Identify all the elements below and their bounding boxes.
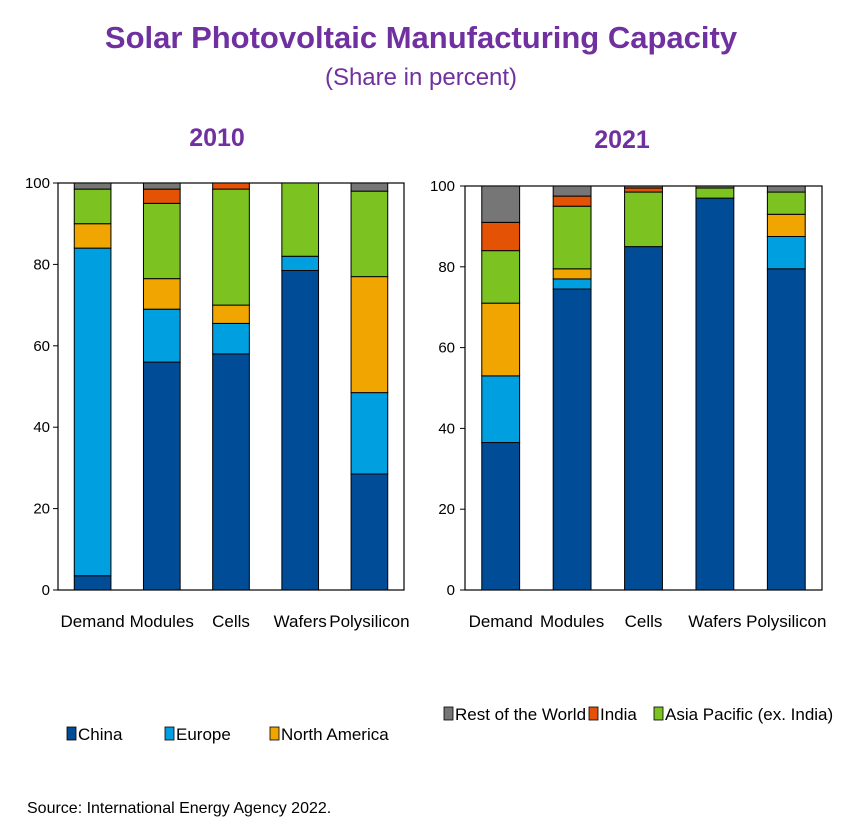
y-tick-label: 20: [438, 501, 455, 518]
legend-item: Europe: [164, 725, 231, 744]
y-tick-label: 20: [33, 501, 50, 518]
x-tick-label: Cells: [625, 612, 663, 631]
legend-item: Rest of the World: [443, 705, 586, 724]
bar-segment: [142, 182, 181, 190]
legend-label: Asia Pacific (ex. India): [665, 705, 833, 724]
bar-segment: [350, 190, 389, 278]
bar-segment: [695, 197, 735, 591]
chart-title: 2021: [594, 126, 650, 154]
y-tick-label: 60: [33, 338, 50, 355]
legend-label: Rest of the World: [455, 705, 586, 724]
legend-swatch: [588, 706, 599, 721]
bar-segment: [481, 250, 521, 304]
bar-segment: [552, 278, 592, 290]
bar-segment: [142, 361, 181, 591]
bar-segment: [695, 185, 735, 189]
legend-label: China: [78, 725, 123, 744]
bar-segment: [281, 182, 320, 257]
bar-segment: [350, 473, 389, 591]
bar-segment: [142, 278, 181, 310]
bar-segment: [481, 375, 521, 444]
bar-segment: [73, 223, 112, 249]
legend-swatch: [66, 726, 77, 741]
bar-segment: [142, 188, 181, 204]
y-tick-label: 80: [33, 256, 50, 273]
y-tick-label: 80: [438, 259, 455, 276]
bar-segment: [212, 188, 250, 306]
legend-swatch: [443, 706, 454, 721]
legend-label: Europe: [176, 725, 231, 744]
bar-segment: [481, 221, 521, 252]
bar-segment: [552, 185, 592, 197]
bar-segment: [73, 575, 112, 591]
legend-label: India: [600, 705, 637, 724]
bar-segment: [552, 288, 592, 591]
legend-item: Asia Pacific (ex. India): [653, 705, 833, 724]
legend-label: North America: [281, 725, 389, 744]
bar-segment: [350, 276, 389, 394]
x-tick-label: Wafers: [274, 612, 327, 631]
y-tick-label: 100: [430, 178, 455, 195]
bar-segment: [212, 304, 250, 324]
bar-segment: [212, 353, 250, 591]
x-tick-label: Demand: [60, 612, 124, 631]
bar-segment: [624, 246, 663, 591]
bar-segment: [624, 185, 663, 189]
bar-segment: [481, 302, 521, 377]
chart-panel-2010: 2010 0 20 40 60 80 100 Demand Modules Cells Wafers…: [25, 124, 410, 631]
y-tick-label: 0: [42, 582, 50, 599]
y-tick-label: 100: [25, 175, 50, 192]
y-tick-label: 0: [447, 582, 455, 599]
chart-panel-2021: 2021 0 20 40 60 80 100 Demand Modules Cells Wafers…: [430, 126, 826, 631]
x-tick-label: Cells: [212, 612, 250, 631]
legend-swatch: [653, 706, 664, 721]
chart-title: 2010: [189, 124, 245, 152]
bar-segment: [552, 195, 592, 207]
x-tick-label: Polysilicon: [746, 612, 826, 631]
bar-segment: [73, 247, 112, 577]
bar-segment: [695, 187, 735, 199]
page-title: Solar Photovoltaic Manufacturing Capacit…: [104, 20, 738, 55]
bar-segment: [212, 322, 250, 355]
bar-segment: [766, 236, 806, 270]
bar-segment: [281, 255, 320, 272]
bar-segment: [552, 268, 592, 280]
legend-item: China: [66, 725, 123, 744]
bar-segment: [142, 308, 181, 363]
x-tick-label: Polysilicon: [329, 612, 409, 631]
bar-segment: [281, 270, 320, 591]
legend-item: India: [588, 705, 637, 724]
bar-segment: [624, 191, 663, 248]
bar-segment: [624, 187, 663, 193]
bar-segment: [766, 213, 806, 237]
bar-segment: [73, 182, 112, 190]
legend-item: North America: [269, 725, 389, 744]
legend-swatch: [269, 726, 280, 741]
y-tick-label: 40: [438, 420, 455, 437]
y-tick-label: 60: [438, 340, 455, 357]
x-tick-label: Demand: [469, 612, 533, 631]
bar-segment: [766, 191, 806, 215]
legend-swatch: [164, 726, 175, 741]
x-tick-label: Modules: [540, 612, 604, 631]
bar-segment: [350, 182, 389, 192]
x-tick-label: Wafers: [688, 612, 741, 631]
bar-segment: [350, 392, 389, 475]
bar-segment: [552, 205, 592, 270]
bar-segment: [142, 202, 181, 280]
x-tick-label: Modules: [130, 612, 194, 631]
page-subtitle: (Share in percent): [324, 64, 518, 91]
bar-segment: [766, 268, 806, 591]
bar-segment: [73, 188, 112, 225]
bar-segment: [481, 185, 521, 223]
bar-segment: [481, 442, 521, 591]
source-note: Source: International Energy Agency 2022…: [27, 800, 332, 817]
y-tick-label: 40: [33, 419, 50, 436]
bar-segment: [212, 182, 250, 190]
bar-segment: [766, 185, 806, 193]
